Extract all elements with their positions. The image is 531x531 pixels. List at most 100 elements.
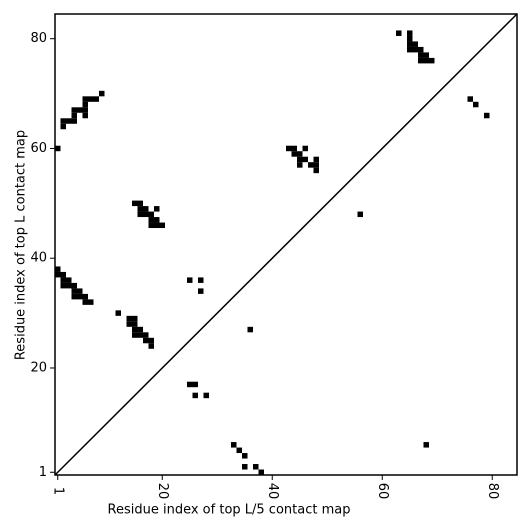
contact [407,35,413,42]
contact [82,107,88,113]
contact [71,288,77,294]
contact [291,151,297,157]
contact [203,392,209,399]
contact [473,101,479,108]
contact [308,162,314,168]
contact [192,392,198,399]
contact [66,277,72,283]
contact [198,277,204,283]
contact [154,206,160,212]
plot-frame [54,13,518,476]
contact [77,288,83,294]
contact [77,107,83,113]
contact [418,57,424,64]
contact [71,107,77,113]
contact [484,112,490,119]
contact [137,326,143,333]
contact [297,156,303,163]
contact [55,271,61,278]
contact [467,96,473,102]
contact [82,101,88,108]
contact [60,123,66,130]
contact [429,57,435,64]
contact [60,282,66,289]
contact [148,337,154,344]
y-tick-label: 1 [39,465,47,480]
contact [71,118,77,124]
contact [297,162,303,168]
contact [132,315,138,322]
contact [242,464,248,470]
contact [71,293,77,300]
contact [137,206,143,212]
contact [357,211,363,218]
contact [143,337,149,344]
contact [60,118,66,124]
contact [137,332,143,338]
contact [187,381,193,388]
contact [137,200,143,207]
contact [253,464,259,470]
contact [71,282,77,289]
contact [82,299,88,305]
contact [60,271,66,278]
contact [137,211,143,218]
contact [313,167,319,174]
contact [407,30,413,36]
contact [126,321,132,327]
contact [412,46,418,53]
contact [407,46,413,53]
contact [71,112,77,119]
contact [231,442,237,448]
contact [132,332,138,338]
contact [66,118,72,124]
x-axis-label: Residue index of top L/5 contact map [108,503,351,518]
contact [412,41,418,47]
contact [297,151,303,157]
contact [423,57,429,64]
contact [418,46,424,53]
contact [55,266,61,272]
contact [192,381,198,388]
contact [143,332,149,338]
contact [82,293,88,300]
y-tick-label: 20 [30,360,47,375]
contact [187,277,193,283]
contact [132,326,138,333]
contact [418,52,424,58]
contact [423,52,429,58]
contact [198,288,204,294]
contact [396,30,402,36]
contact [93,96,99,102]
x-tick-label: 40 [265,483,280,500]
contact [313,162,319,168]
contact [88,96,94,102]
contact [82,96,88,102]
contact [115,310,121,316]
contact [154,222,160,229]
y-axis-label: Residue index of top L contact map [14,130,29,360]
contact [132,200,138,207]
contact [60,277,66,283]
contact [291,145,297,152]
contact [143,206,149,212]
diagonal [54,13,518,476]
x-tick-label: 80 [485,483,500,500]
y-tick-label: 40 [30,251,47,266]
contact [258,469,264,475]
contact [407,41,413,47]
contact [77,293,83,300]
contact [423,442,429,448]
contact [143,211,149,218]
contact [55,145,61,152]
contact [148,211,154,218]
x-tick-label: 20 [155,483,170,500]
contact [302,156,308,163]
contact [82,112,88,119]
contact [126,315,132,322]
y-tick-label: 80 [30,31,47,46]
contact [313,156,319,163]
contact [154,217,160,223]
contact [66,282,72,289]
contact [88,299,94,305]
